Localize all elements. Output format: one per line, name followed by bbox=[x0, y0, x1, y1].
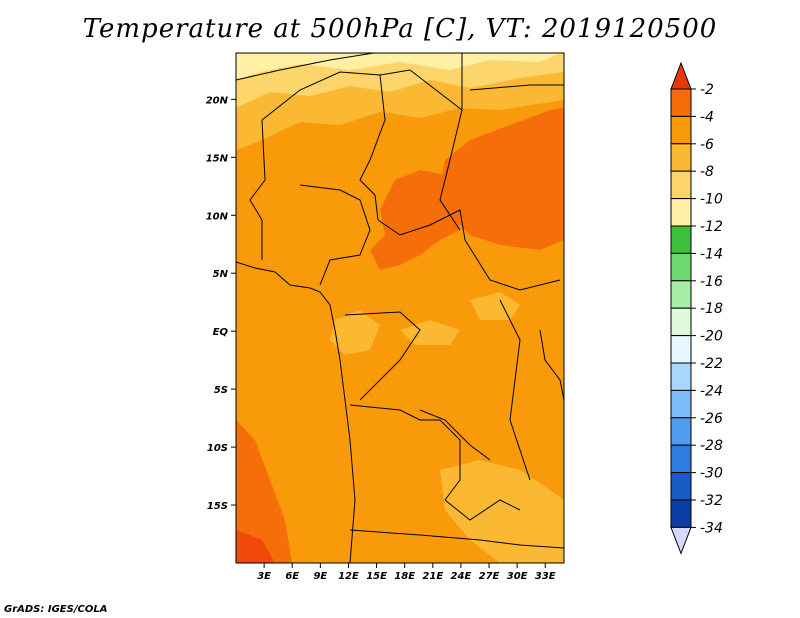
x-axis: 3E 6E 9E 12E 15E 18E 21E 24E 27E 30E 33E bbox=[257, 563, 556, 582]
colorbar-box bbox=[670, 307, 692, 337]
colorbar-box bbox=[670, 444, 692, 474]
y-tick-label: 10N bbox=[206, 211, 229, 222]
temperature-field bbox=[236, 53, 564, 563]
colorbar-label: -24 bbox=[700, 383, 723, 399]
credit-label: GrADS: IGES/COLA bbox=[4, 604, 108, 615]
x-tick-label: 15E bbox=[366, 571, 387, 582]
field-warm-center bbox=[370, 170, 460, 270]
colorbar-box bbox=[670, 225, 692, 254]
colorbar: -2 -4 -6 -8 -10 -12 -14 -16 -18 -20 -22 -24 -26 -28 -3… bbox=[670, 61, 723, 555]
field-warmest-southwest bbox=[236, 530, 275, 563]
colorbar-label: -32 bbox=[700, 493, 723, 509]
colorbar-label: -22 bbox=[700, 356, 723, 372]
field-cool-patch-3 bbox=[440, 460, 564, 563]
colorbar-label: -4 bbox=[700, 109, 714, 125]
field-warm-southwest bbox=[236, 420, 292, 563]
field-band-north-3 bbox=[236, 53, 560, 80]
field-band-north-2 bbox=[236, 53, 564, 108]
colorbar-box bbox=[670, 389, 692, 419]
field-warm-east bbox=[440, 108, 564, 250]
y-tick-label: EQ bbox=[213, 327, 229, 338]
y-tick-label: 20N bbox=[206, 95, 229, 106]
colorbar-box bbox=[670, 88, 692, 117]
colorbar-box bbox=[670, 472, 692, 501]
y-tick-label: 5N bbox=[213, 269, 229, 280]
x-tick-label: 27E bbox=[479, 571, 500, 582]
x-tick-label: 24E bbox=[451, 571, 472, 582]
x-tick-label: 6E bbox=[285, 571, 299, 582]
colorbar-label: -28 bbox=[700, 438, 723, 454]
colorbar-label: -8 bbox=[700, 164, 714, 180]
y-tick-label: 10S bbox=[207, 443, 228, 454]
colorbar-box bbox=[670, 170, 692, 200]
colorbar-box bbox=[670, 417, 692, 446]
colorbar-label: -12 bbox=[700, 219, 723, 235]
x-tick-label: 18E bbox=[394, 571, 415, 582]
x-tick-label: 12E bbox=[338, 571, 359, 582]
colorbar-label: -18 bbox=[700, 301, 723, 317]
colorbar-box bbox=[670, 280, 692, 309]
y-tick-label: 5S bbox=[214, 385, 228, 396]
colorbar-label: -6 bbox=[700, 137, 714, 153]
colorbar-label: -2 bbox=[700, 82, 714, 98]
colorbar-label: -16 bbox=[700, 274, 723, 290]
colorbar-box bbox=[670, 198, 692, 227]
chart-title: Temperature at 500hPa [C], VT: 201912050… bbox=[82, 14, 718, 44]
map-frame bbox=[235, 52, 565, 564]
colorbar-top-arrow bbox=[670, 61, 692, 90]
colorbar-box bbox=[670, 115, 692, 145]
field-cool-patch-2 bbox=[470, 292, 520, 320]
colorbar-label: -14 bbox=[700, 246, 723, 262]
x-tick-label: 33E bbox=[535, 571, 556, 582]
colorbar-box bbox=[670, 362, 692, 391]
colorbar-label: -10 bbox=[700, 192, 723, 208]
colorbar-bottom-arrow bbox=[670, 526, 692, 555]
colorbar-label: -34 bbox=[700, 520, 723, 536]
field-cool-patch-4 bbox=[400, 320, 460, 345]
y-tick-label: 15N bbox=[206, 153, 229, 164]
colorbar-label: -26 bbox=[700, 411, 723, 427]
x-tick-label: 9E bbox=[313, 571, 327, 582]
y-tick-label: 15S bbox=[207, 501, 228, 512]
country-borders bbox=[236, 53, 564, 563]
colorbar-label: -20 bbox=[700, 329, 723, 345]
colorbar-label: -30 bbox=[700, 466, 723, 482]
y-axis: 20N 15N 10N 5N EQ 5S 10S 15S bbox=[206, 95, 236, 512]
field-cool-patch-1 bbox=[330, 310, 380, 355]
colorbar-box bbox=[670, 499, 692, 528]
colorbar-box bbox=[670, 252, 692, 282]
colorbar-box bbox=[670, 143, 692, 172]
x-tick-label: 30E bbox=[507, 571, 528, 582]
x-tick-label: 3E bbox=[257, 571, 271, 582]
colorbar-box bbox=[670, 335, 692, 364]
x-tick-label: 21E bbox=[422, 571, 443, 582]
